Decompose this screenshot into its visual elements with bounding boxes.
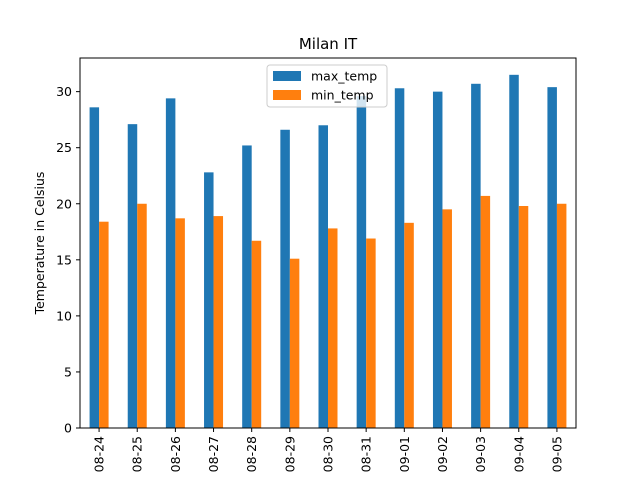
- bar-min_temp-08-27: [213, 216, 224, 428]
- x-tick-label: 08-28: [244, 436, 259, 472]
- x-tick-label: 09-03: [473, 436, 488, 472]
- y-tick-label: 5: [64, 364, 72, 379]
- x-tick-label: 08-29: [282, 436, 297, 472]
- bar-max_temp-08-30: [318, 125, 328, 429]
- y-axis-label: Temperature in Celsius: [32, 172, 47, 316]
- bar-min_temp-09-03: [480, 195, 491, 428]
- bar-min_temp-08-30: [328, 228, 338, 428]
- y-axis-ticks: 0 5 10 15 20 25 30: [56, 84, 80, 436]
- legend-label-max_temp: max_temp: [311, 69, 377, 84]
- x-tick-label: 09-02: [435, 436, 450, 472]
- legend-swatch-min_temp: [273, 90, 301, 100]
- y-tick-label: 15: [56, 252, 72, 267]
- legend-swatch-max_temp: [273, 71, 301, 81]
- bar-min_temp-09-05: [556, 203, 567, 428]
- bar-max_temp-09-04: [509, 74, 519, 428]
- x-tick-label: 09-01: [397, 436, 412, 472]
- bar-max_temp-08-27: [204, 172, 214, 428]
- x-tick-label: 08-26: [168, 436, 183, 472]
- chart-title: Milan IT: [299, 35, 358, 53]
- bar-min_temp-08-24: [99, 221, 109, 428]
- bar-max_temp-08-31: [356, 96, 367, 429]
- bar-max_temp-09-02: [432, 91, 443, 428]
- bar-min_temp-09-02: [442, 209, 452, 428]
- x-tick-label: 08-27: [206, 436, 221, 472]
- bar-max_temp-09-03: [471, 83, 481, 428]
- legend: max_temp min_temp: [266, 64, 388, 108]
- x-tick-label: 08-31: [359, 436, 374, 472]
- x-tick-label: 09-04: [511, 436, 526, 472]
- bar-max_temp-09-01: [394, 88, 405, 429]
- bar-max_temp-08-29: [280, 129, 290, 428]
- bar-min_temp-09-01: [404, 222, 414, 428]
- bar-min_temp-08-28: [251, 240, 262, 428]
- y-tick-label: 20: [56, 196, 72, 211]
- bar-max_temp-09-05: [547, 87, 557, 429]
- bar-min_temp-08-26: [175, 218, 185, 428]
- bar-min_temp-08-25: [137, 203, 147, 428]
- bar-min_temp-08-31: [366, 238, 376, 428]
- x-axis-ticks: 08-24 08-25 08-26 08-27 08-28 08-29 08-30 08-31…: [92, 428, 564, 472]
- x-tick-label: 09-05: [549, 436, 564, 472]
- bar-max_temp-08-24: [89, 107, 100, 428]
- bars-group: [89, 74, 567, 429]
- x-tick-label: 08-30: [321, 436, 336, 472]
- bar-min_temp-09-04: [518, 206, 529, 428]
- bar-min_temp-08-29: [289, 258, 300, 428]
- legend-label-min_temp: min_temp: [311, 88, 374, 103]
- bar-max_temp-08-26: [165, 98, 176, 429]
- y-tick-label: 0: [64, 421, 72, 436]
- y-tick-label: 30: [56, 84, 72, 99]
- x-tick-label: 08-25: [130, 436, 145, 472]
- y-tick-label: 25: [56, 140, 72, 155]
- y-tick-label: 10: [56, 308, 72, 323]
- plot-frame: [79, 57, 577, 429]
- bar-max_temp-08-28: [242, 145, 252, 428]
- x-tick-label: 08-24: [92, 436, 107, 472]
- bar-max_temp-08-25: [127, 124, 138, 429]
